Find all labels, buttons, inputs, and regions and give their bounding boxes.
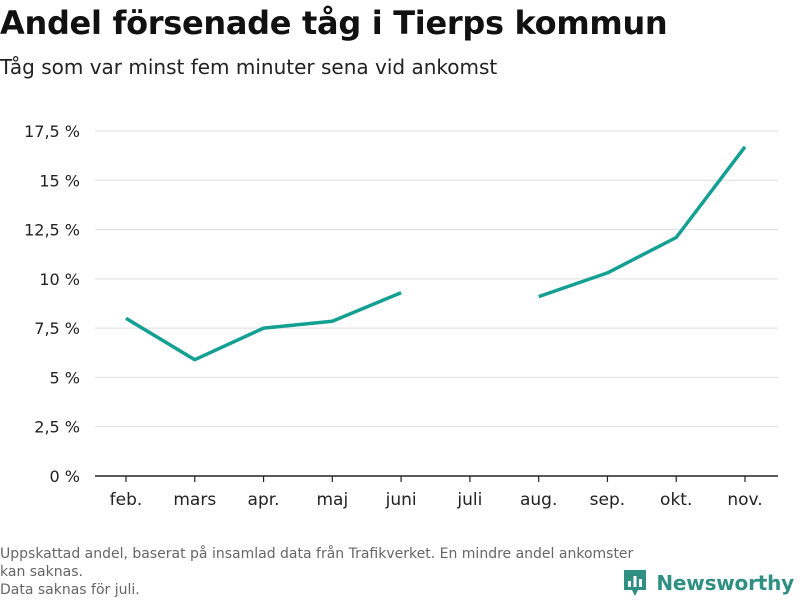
x-tick-label: apr. (248, 490, 280, 510)
series-line-segment (125, 291, 402, 362)
series-line-segment (538, 145, 747, 299)
y-tick-label: 15 % (39, 171, 80, 190)
x-tick-label: maj (316, 490, 348, 510)
x-tick-label: sep. (590, 490, 626, 510)
x-tick-label: mars (173, 490, 216, 510)
newsworthy-logo-icon (624, 570, 647, 596)
x-tick-label: aug. (520, 490, 557, 510)
y-axis-ticks: 0 % 2,5 % 5 % 7,5 % 10 % 12,5 % 15 % 17,5 % (24, 122, 80, 486)
x-tick-label: feb. (110, 490, 143, 510)
y-tick-label: 5 % (50, 368, 80, 387)
footnote-line-1: Uppskattad andel, baserat på insamlad da… (0, 546, 634, 580)
x-tick-label: okt. (660, 490, 692, 510)
y-tick-label: 10 % (39, 270, 80, 289)
x-tick-label: juni (385, 490, 417, 510)
brand-logo: Newsworthy (622, 568, 794, 598)
y-tick-label: 17,5 % (24, 122, 80, 141)
chart-title: Andel försenade tåg i Tierps kommun (0, 4, 668, 42)
x-tick-label: nov. (727, 490, 762, 510)
x-tick-label: juli (456, 490, 482, 510)
brand-name: Newsworthy (656, 571, 794, 595)
footnote: Uppskattad andel, baserat på insamlad da… (0, 545, 640, 599)
y-tick-label: 7,5 % (34, 319, 80, 338)
y-tick-label: 2,5 % (34, 418, 80, 437)
y-tick-label: 12,5 % (24, 221, 80, 240)
chart-subtitle: Tåg som var minst fem minuter sena vid a… (0, 55, 498, 79)
series-lines (125, 145, 747, 362)
footnote-line-2: Data saknas för juli. (0, 582, 140, 598)
gridlines (95, 130, 778, 428)
y-tick-label: 0 % (50, 467, 80, 486)
x-axis: feb. mars apr. maj juni juli aug. sep. okt. nov. (95, 475, 778, 510)
